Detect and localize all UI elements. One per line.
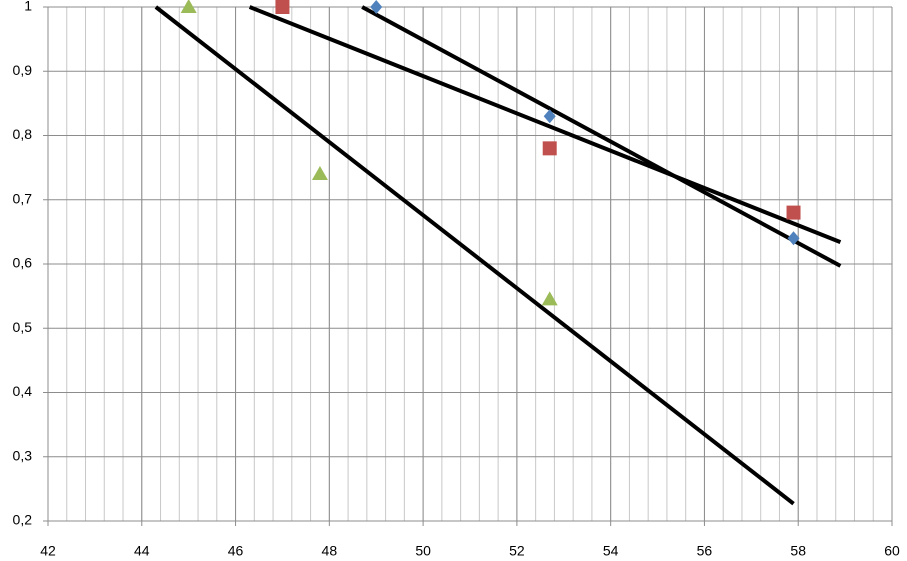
x-tick-label: 58 [790, 543, 806, 559]
y-tick-label: 0,6 [13, 255, 33, 271]
marker [275, 0, 290, 14]
y-tick-label: 0,4 [13, 383, 33, 399]
marker [542, 141, 557, 156]
x-tick-label: 42 [40, 543, 56, 559]
y-tick-label: 1 [24, 0, 32, 14]
y-tick-label: 0,5 [13, 319, 33, 335]
y-tick-label: 0,3 [13, 447, 33, 463]
y-tick-label: 0,8 [13, 126, 33, 142]
y-tick-label: 0,2 [13, 512, 33, 528]
marker [180, 0, 197, 13]
marker [787, 231, 800, 246]
marker [786, 205, 801, 220]
y-tick-label: 0,7 [13, 190, 33, 206]
marker [311, 166, 328, 181]
trendline [154, 5, 795, 506]
x-tick-label: 52 [509, 543, 525, 559]
x-tick-label: 44 [134, 543, 150, 559]
x-tick-label: 54 [603, 543, 619, 559]
x-tick-label: 50 [415, 543, 431, 559]
marker [543, 109, 556, 124]
marker [541, 291, 558, 306]
x-tick-label: 46 [228, 543, 244, 559]
x-tick-label: 56 [697, 543, 713, 559]
x-tick-label: 48 [322, 543, 338, 559]
trendline [361, 5, 842, 268]
trendline [248, 5, 842, 245]
y-tick-label: 0,9 [13, 62, 33, 78]
x-tick-label: 60 [884, 543, 900, 559]
marker [370, 0, 383, 14]
